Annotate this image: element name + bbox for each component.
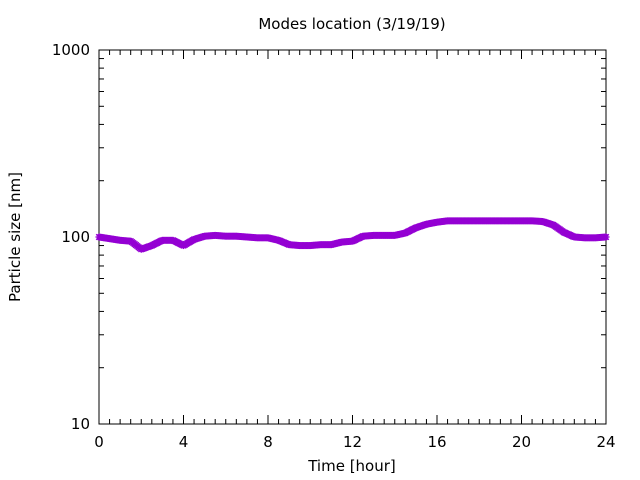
x-axis-label: Time [hour] <box>307 457 396 475</box>
y-axis-label: Particle size [nm] <box>6 172 24 302</box>
data-series <box>95 217 610 253</box>
x-tick-label: 0 <box>94 433 104 451</box>
x-tick-label: 4 <box>179 433 189 451</box>
x-tick-label: 8 <box>263 433 273 451</box>
y-tick-label: 100 <box>61 228 90 246</box>
x-tick-label: 20 <box>512 433 531 451</box>
y-tick-label: 10 <box>71 415 90 433</box>
x-axis: 0 4 8 12 16 20 24 <box>94 50 616 451</box>
data-point <box>602 233 610 241</box>
chart-title: Modes location (3/19/19) <box>258 15 445 33</box>
y-axis: 10 100 1000 <box>52 41 606 433</box>
x-tick-label: 12 <box>343 433 362 451</box>
x-tick-label: 24 <box>596 433 615 451</box>
x-tick-label: 16 <box>427 433 446 451</box>
y-tick-label: 1000 <box>52 41 90 59</box>
